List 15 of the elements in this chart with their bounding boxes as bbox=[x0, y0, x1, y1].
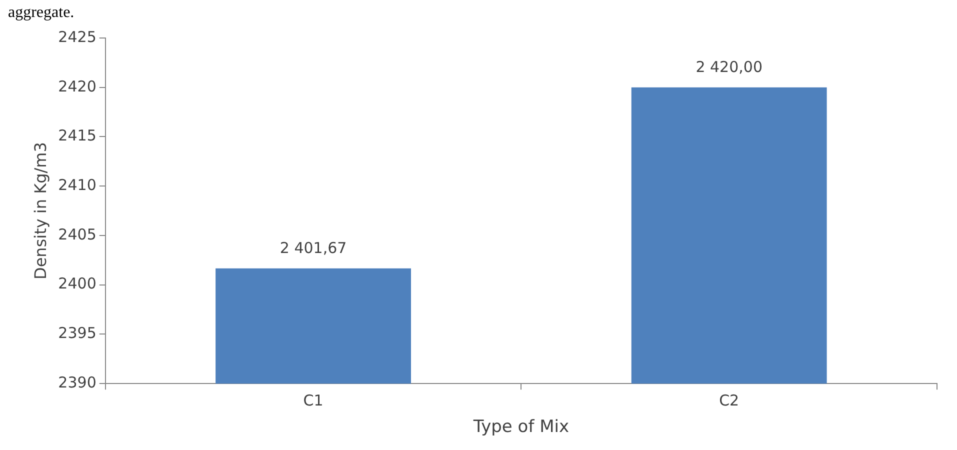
y-tick-label: 2400 bbox=[58, 274, 96, 293]
x-tick-label: C2 bbox=[719, 391, 740, 410]
y-axis-title: Density in Kg/m3 bbox=[30, 142, 50, 280]
data-label: 2 420,00 bbox=[696, 58, 762, 76]
y-tick-label: 2420 bbox=[58, 77, 96, 96]
y-tick-label: 2410 bbox=[58, 176, 96, 194]
y-tick-label: 2395 bbox=[58, 324, 96, 342]
y-tick-label: 2415 bbox=[58, 126, 96, 145]
text: aggregate. bbox=[8, 4, 74, 22]
y-tick-label: 2425 bbox=[58, 28, 96, 46]
y-tick-label: 2405 bbox=[58, 225, 96, 244]
y-tick-label: 2390 bbox=[58, 373, 96, 392]
x-axis-title: Type of Mix bbox=[472, 417, 570, 438]
data-label: 2 401,67 bbox=[280, 238, 347, 257]
x-tick-label: C1 bbox=[303, 391, 324, 410]
